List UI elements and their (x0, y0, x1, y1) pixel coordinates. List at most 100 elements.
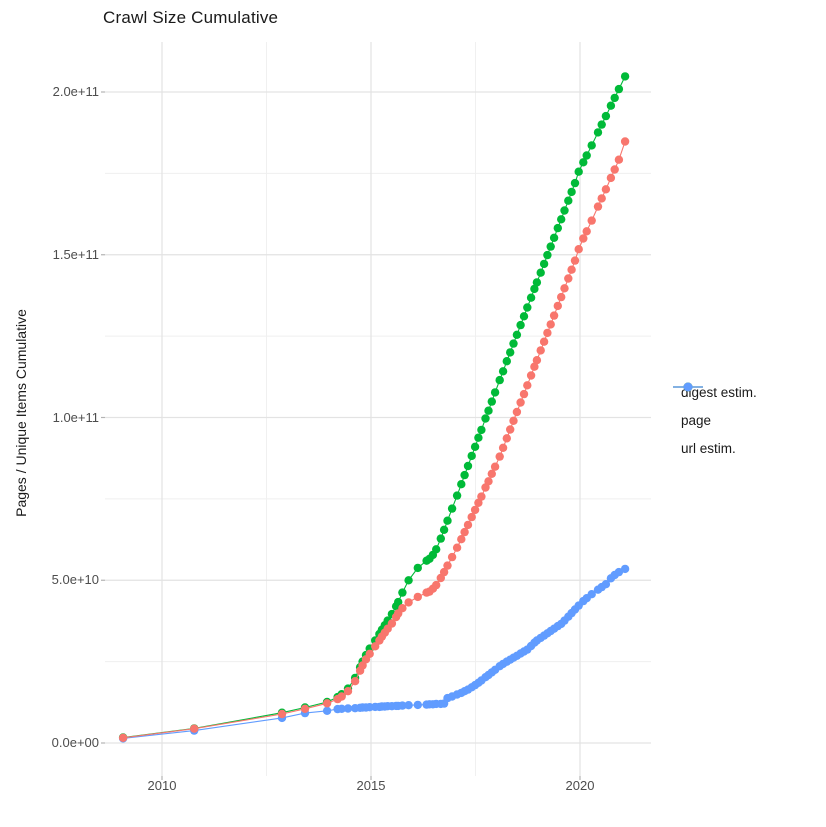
data-point-page (443, 516, 452, 525)
data-point-url (343, 704, 353, 713)
series-line-url (123, 568, 626, 739)
data-point-url (601, 580, 611, 589)
data-point-digest (460, 527, 469, 537)
data-point-digest (371, 642, 380, 651)
data-point-digest (277, 709, 287, 719)
data-point-page (557, 215, 566, 224)
data-point-page (506, 348, 515, 357)
data-point-page (484, 406, 493, 415)
data-point-digest (322, 699, 332, 708)
data-point-digest (502, 434, 511, 443)
data-point-digest (490, 462, 500, 471)
data-point-digest (536, 346, 545, 355)
data-point-digest (509, 416, 518, 425)
data-point-digest (470, 505, 480, 515)
data-point-page (439, 525, 449, 534)
data-point-page (481, 414, 490, 423)
data-point-digest (593, 202, 603, 211)
chart-title: Crawl Size Cumulative (103, 8, 279, 27)
data-point-page (452, 491, 462, 500)
data-point-page (574, 167, 583, 176)
data-point-page (567, 187, 576, 197)
data-point-page (502, 357, 511, 366)
data-point-page (546, 242, 555, 251)
data-point-digest (447, 552, 457, 562)
data-point-digest (387, 619, 397, 628)
data-point-page (539, 259, 549, 269)
data-point-digest (570, 256, 580, 265)
data-point-page (460, 470, 469, 480)
y-tick-label: 0.0e+00 (51, 735, 99, 750)
data-point-page (495, 375, 504, 385)
x-tick-label: 2015 (356, 778, 386, 793)
legend-entry-url: url estim. (671, 382, 757, 462)
data-point-page (564, 196, 573, 205)
data-point-digest (567, 265, 576, 274)
data-point-page (436, 534, 445, 543)
data-point-url (322, 706, 332, 715)
data-point-digest (546, 320, 555, 329)
data-point-digest (358, 661, 367, 670)
data-point-digest (519, 389, 529, 399)
data-point-page (536, 268, 545, 277)
data-point-page (532, 278, 542, 287)
data-point-digest (477, 492, 486, 501)
data-point-page (606, 101, 616, 110)
data-point-digest (543, 328, 552, 338)
legend-label: url estim. (681, 440, 736, 456)
y-tick-label: 2.0e+11 (52, 84, 99, 99)
y-tick-label: 1.5e+11 (52, 246, 99, 262)
data-point-page (470, 442, 480, 451)
data-point-digest (597, 194, 606, 203)
data-point-digest (457, 535, 466, 544)
data-point-page (490, 388, 500, 397)
data-point-digest (601, 185, 611, 194)
data-point-digest (484, 477, 493, 486)
data-point-digest (523, 381, 532, 390)
data-point-page (398, 588, 407, 597)
data-point-page (487, 397, 496, 406)
data-point-url (404, 701, 413, 710)
data-point-page (519, 312, 529, 321)
data-point-page (457, 480, 466, 489)
data-point-digest (487, 469, 496, 478)
data-point-digest (439, 567, 449, 577)
data-point-digest (343, 687, 353, 696)
data-point-page (467, 451, 476, 461)
data-point-page (553, 223, 562, 233)
data-point-page (404, 576, 413, 585)
y-tick-label: 1.0e+11 (52, 409, 99, 425)
data-point-digest (350, 677, 360, 686)
data-point-page (587, 141, 596, 150)
data-point-page (543, 250, 552, 260)
data-point-page (523, 303, 532, 312)
data-point-digest (620, 137, 630, 146)
data-point-digest (553, 301, 562, 311)
data-point-url (413, 700, 422, 710)
data-point-digest (300, 704, 310, 713)
data-point-digest (443, 561, 452, 570)
data-point-page (549, 233, 559, 242)
data-point-page (512, 330, 522, 339)
data-point-page (579, 158, 588, 167)
data-point-digest (606, 173, 616, 183)
data-point-digest (452, 543, 462, 552)
data-point-digest (539, 337, 549, 346)
y-tick-label: 5.0e+10 (51, 572, 99, 588)
data-point-page (614, 84, 624, 94)
data-point-digest (190, 724, 199, 733)
y-axis-title: Pages / Unique Items Cumulative (13, 309, 29, 517)
legend-label: page (681, 412, 712, 428)
legend-label: digest estim. (681, 384, 757, 400)
data-point-url (337, 704, 346, 713)
x-tick-label: 2010 (147, 778, 177, 793)
data-point-page (498, 367, 508, 376)
data-point-digest (516, 398, 525, 407)
data-point-digest (610, 165, 619, 174)
data-point-digest (582, 227, 591, 236)
data-point-digest (549, 311, 559, 320)
data-point-digest (365, 649, 374, 658)
data-point-page (570, 178, 580, 188)
